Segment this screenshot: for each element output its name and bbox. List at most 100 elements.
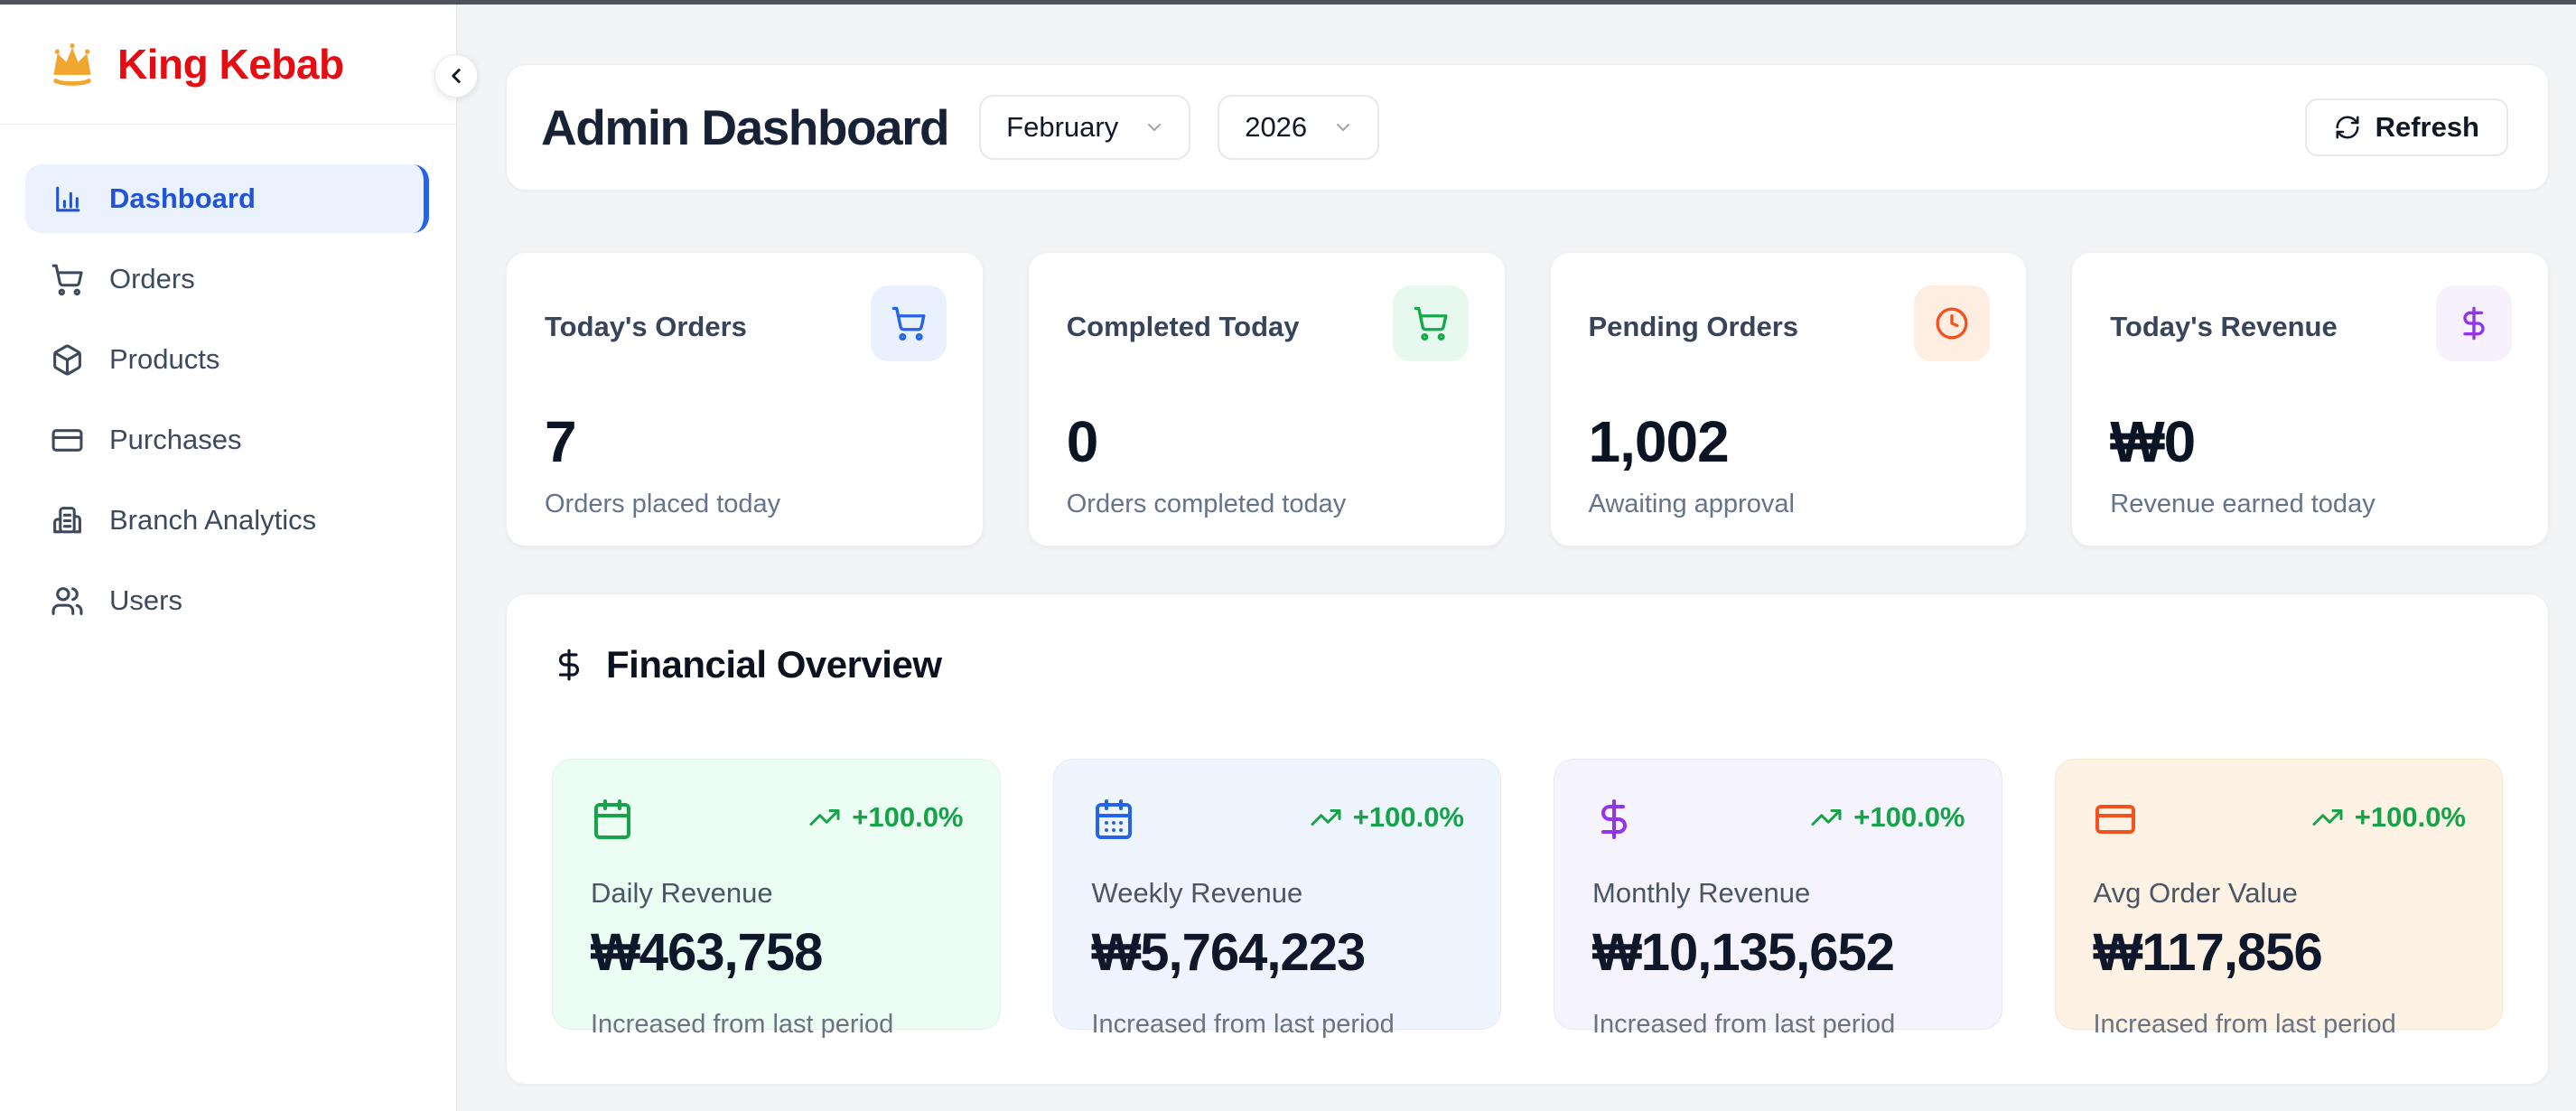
stat-value: 7 [545, 409, 577, 474]
stat-subtitle: Awaiting approval [1588, 490, 1795, 518]
financial-subtitle: Increased from last period [591, 1010, 894, 1039]
financial-label: Daily Revenue [591, 877, 773, 909]
change-badge: +100.0% [1810, 801, 1965, 834]
chevron-down-icon [1337, 124, 1350, 131]
trending-up-icon [1811, 809, 1842, 826]
financial-subtitle: Increased from last period [2093, 1010, 2396, 1039]
sidebar-item-products[interactable]: Products [25, 325, 429, 394]
page-title: Admin Dashboard [541, 99, 950, 155]
package-icon [53, 344, 81, 375]
users-icon [51, 586, 83, 615]
sidebar-item-label: Orders [109, 263, 195, 294]
dollar-icon [2463, 306, 2485, 341]
window-top-edge [0, 0, 2576, 5]
financial-subtitle: Increased from last period [1091, 1010, 1395, 1039]
financial-overview-panel: Financial Overview +100.0% Daily Revenue… [506, 593, 2549, 1085]
stat-value: 0 [1066, 409, 1099, 474]
sidebar-item-branch-analytics[interactable]: Branch Analytics [25, 486, 429, 555]
trending-up-icon [1311, 809, 1341, 826]
stat-card-grid: Today's Orders 7 Orders placed today Com… [506, 252, 2549, 546]
sidebar-item-label: Users [109, 584, 182, 616]
stat-value: 1,002 [1588, 409, 1730, 474]
calendar-days-icon [1095, 799, 1132, 839]
chevron-left-icon [452, 69, 461, 83]
financial-label: Monthly Revenue [1592, 877, 1811, 909]
stat-icon-chip [870, 285, 947, 361]
page-header: Admin Dashboard February 2026 Refresh [506, 64, 2549, 191]
cart-icon [1414, 306, 1447, 341]
financial-card-grid: +100.0% Daily Revenue ₩463,758 Increased… [552, 759, 2503, 1039]
trending-up-icon [2312, 809, 2343, 826]
year-select[interactable]: 2026 [1218, 95, 1380, 160]
brand: King Kebab [0, 5, 456, 125]
stat-title: Pending Orders [1588, 311, 1799, 342]
app-root: King Kebab Dashboard Orders Products Pur… [0, 5, 2576, 1111]
stat-card-pending-orders: Pending Orders 1,002 Awaiting approval [1549, 252, 2028, 546]
stat-title: Today's Orders [545, 311, 747, 342]
refresh-icon [2336, 116, 2359, 139]
change-value: +100.0% [1853, 801, 1965, 833]
month-select[interactable]: February [979, 95, 1191, 160]
sidebar-nav: Dashboard Orders Products Purchases Bran… [0, 125, 456, 635]
month-select-value: February [1006, 111, 1119, 143]
financial-overview-header: Financial Overview [552, 643, 2503, 686]
calendar-icon [594, 799, 630, 839]
financial-card-weekly-revenue: +100.0% Weekly Revenue ₩5,764,223 Increa… [1052, 759, 1501, 1039]
stat-value: ₩0 [2110, 409, 2196, 474]
stat-icon-chip [1392, 285, 1469, 361]
chevron-down-icon [1148, 124, 1162, 131]
sidebar-item-orders[interactable]: Orders [25, 245, 429, 313]
cart-icon [51, 264, 83, 295]
refresh-button[interactable]: Refresh [2304, 98, 2508, 156]
financial-value: ₩10,135,652 [1592, 923, 1895, 982]
main-content: Admin Dashboard February 2026 Refresh To… [457, 5, 2576, 1111]
sidebar-item-label: Branch Analytics [109, 504, 317, 536]
clock-icon [1936, 307, 1968, 340]
crown-icon [47, 41, 98, 88]
stat-card-completed-today: Completed Today 0 Orders completed today [1027, 252, 1506, 546]
financial-subtitle: Increased from last period [1592, 1010, 1896, 1039]
bar-chart-icon [56, 186, 80, 211]
sidebar-item-purchases[interactable]: Purchases [25, 406, 429, 474]
financial-card-monthly-revenue: +100.0% Monthly Revenue ₩10,135,652 Incr… [1554, 759, 2002, 1039]
sidebar-item-users[interactable]: Users [25, 566, 429, 635]
stat-card-todays-orders: Today's Orders 7 Orders placed today [506, 252, 984, 546]
financial-value: ₩5,764,223 [1091, 923, 1367, 982]
stat-subtitle: Orders completed today [1066, 490, 1347, 518]
trending-up-icon [809, 809, 840, 826]
financial-card-daily-revenue: +100.0% Daily Revenue ₩463,758 Increased… [552, 759, 1001, 1039]
change-value: +100.0% [2354, 801, 2466, 833]
financial-card-avg-order-value: +100.0% Avg Order Value ₩117,856 Increas… [2054, 759, 2503, 1039]
stat-subtitle: Revenue earned today [2110, 490, 2375, 518]
financial-value: ₩463,758 [591, 923, 823, 982]
financial-label: Avg Order Value [2093, 877, 2298, 909]
stat-icon-chip [2436, 285, 2512, 361]
brand-name: King Kebab [117, 41, 344, 88]
sidebar-item-label: Purchases [109, 424, 242, 455]
change-badge: +100.0% [1310, 801, 1464, 834]
change-badge: +100.0% [2311, 801, 2466, 834]
stat-card-todays-revenue: Today's Revenue ₩0 Revenue earned today [2071, 252, 2549, 546]
stat-subtitle: Orders placed today [545, 490, 781, 518]
dollar-icon [558, 649, 580, 681]
sidebar-item-label: Products [109, 343, 220, 375]
financial-value: ₩117,856 [2093, 923, 2323, 982]
stat-title: Completed Today [1066, 311, 1300, 342]
change-value: +100.0% [1352, 801, 1464, 833]
dollar-icon [1601, 799, 1627, 839]
stat-icon-chip [1914, 285, 1991, 361]
sidebar-collapse-button[interactable] [434, 54, 478, 98]
cart-icon [891, 306, 926, 341]
change-badge: +100.0% [808, 801, 964, 834]
year-select-value: 2026 [1245, 111, 1308, 143]
refresh-label: Refresh [2375, 111, 2479, 143]
credit-card-icon [2095, 805, 2135, 834]
credit-card-icon [51, 428, 83, 452]
sidebar-item-label: Dashboard [109, 182, 256, 214]
change-value: +100.0% [852, 801, 964, 833]
financial-label: Weekly Revenue [1091, 877, 1303, 909]
sidebar: King Kebab Dashboard Orders Products Pur… [0, 5, 478, 1111]
sidebar-item-dashboard[interactable]: Dashboard [25, 164, 429, 233]
building-icon [53, 506, 81, 533]
financial-overview-title: Financial Overview [606, 643, 942, 686]
